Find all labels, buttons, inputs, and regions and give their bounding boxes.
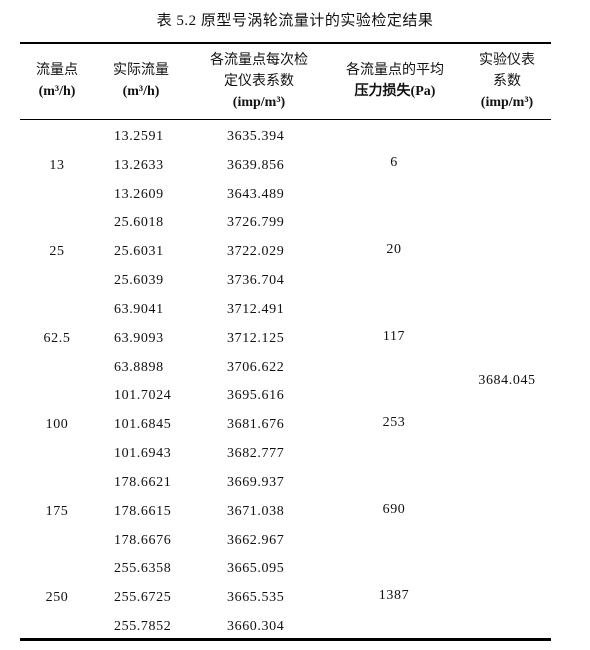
actual-flow-cell: 25.6039: [114, 273, 164, 288]
header-flow-point-unit: (m³/h): [38, 84, 76, 99]
actual-flow-cell: 255.7852: [114, 619, 172, 634]
header-actual-flow-label: 实际流量: [113, 63, 169, 78]
actual-flow-cell: 13.2633: [114, 158, 164, 173]
flow-point-cell: 175: [45, 504, 69, 519]
header-flow-point-label: 流量点: [36, 63, 78, 78]
actual-flow-cell: 101.7024: [114, 388, 172, 403]
actual-flow-cell: 25.6031: [114, 244, 164, 259]
meter-coefficient-cell: 3682.777: [227, 446, 285, 461]
experiment-coefficient-cell: 3684.045: [478, 373, 536, 388]
flow-point-cell: 62.5: [43, 331, 71, 346]
header-experiment-coefficient-line2: 系数: [493, 74, 521, 89]
meter-coefficient-cell: 3722.029: [227, 244, 285, 259]
meter-coefficient-cell: 3639.856: [227, 158, 285, 173]
table-top-rule: [20, 42, 551, 44]
pressure-loss-cell: 690: [382, 502, 406, 517]
actual-flow-cell: 25.6018: [114, 215, 164, 230]
header-experiment-coefficient-unit: (imp/m³): [480, 95, 534, 110]
header-pressure-loss-line1: 各流量点的平均: [346, 63, 444, 78]
meter-coefficient-cell: 3643.489: [227, 187, 285, 202]
flow-point-cell: 25: [49, 244, 65, 259]
actual-flow-cell: 63.9093: [114, 331, 164, 346]
meter-coefficient-cell: 3712.491: [227, 302, 285, 317]
header-flow-point: 流量点 (m³/h): [17, 60, 97, 102]
actual-flow-cell: 178.6676: [114, 533, 172, 548]
meter-coefficient-cell: 3665.535: [227, 590, 285, 605]
pressure-loss-cell: 1387: [378, 588, 410, 603]
actual-flow-cell: 255.6725: [114, 590, 172, 605]
flow-point-cell: 13: [49, 158, 65, 173]
meter-coefficient-cell: 3712.125: [227, 331, 285, 346]
header-actual-flow: 实际流量 (m³/h): [100, 60, 182, 102]
actual-flow-cell: 178.6621: [114, 475, 172, 490]
pressure-loss-cell: 117: [382, 329, 406, 344]
meter-coefficient-cell: 3662.967: [227, 533, 285, 548]
table-bottom-rule: [20, 638, 551, 641]
meter-coefficient-cell: 3736.704: [227, 273, 285, 288]
table-header-rule: [20, 119, 551, 120]
header-pressure-loss-line2: 压力损失(Pa): [354, 84, 436, 99]
meter-coefficient-cell: 3681.676: [227, 417, 285, 432]
header-experiment-coefficient-line1: 实验仪表: [479, 53, 535, 68]
actual-flow-cell: 13.2609: [114, 187, 164, 202]
actual-flow-cell: 101.6943: [114, 446, 172, 461]
header-actual-flow-unit: (m³/h): [122, 84, 160, 99]
meter-coefficient-cell: 3669.937: [227, 475, 285, 490]
meter-coefficient-cell: 3671.038: [227, 504, 285, 519]
pressure-loss-cell: 6: [390, 155, 398, 170]
pressure-loss-cell: 20: [386, 242, 402, 257]
flow-point-cell: 100: [45, 417, 69, 432]
header-meter-coefficient-unit: (imp/m³): [232, 95, 286, 110]
meter-coefficient-cell: 3660.304: [227, 619, 285, 634]
meter-coefficient-cell: 3665.095: [227, 561, 285, 576]
meter-coefficient-cell: 3695.616: [227, 388, 285, 403]
meter-coefficient-cell: 3706.622: [227, 360, 285, 375]
pressure-loss-cell: 253: [382, 415, 406, 430]
meter-coefficient-cell: 3635.394: [227, 129, 285, 144]
header-experiment-coefficient: 实验仪表 系数 (imp/m³): [462, 50, 552, 113]
table-caption: 表 5.2 原型号涡轮流量计的实验检定结果: [156, 13, 434, 29]
header-meter-coefficient-line2: 定仪表系数: [224, 74, 294, 89]
header-meter-coefficient-line1: 各流量点每次检: [210, 53, 308, 68]
header-pressure-loss: 各流量点的平均 压力损失(Pa): [330, 60, 460, 102]
actual-flow-cell: 63.8898: [114, 360, 164, 375]
actual-flow-cell: 63.9041: [114, 302, 164, 317]
actual-flow-cell: 255.6358: [114, 561, 172, 576]
actual-flow-cell: 178.6615: [114, 504, 172, 519]
header-meter-coefficient: 各流量点每次检 定仪表系数 (imp/m³): [194, 50, 324, 113]
actual-flow-cell: 13.2591: [114, 129, 164, 144]
actual-flow-cell: 101.6845: [114, 417, 172, 432]
flow-point-cell: 250: [45, 590, 69, 605]
meter-coefficient-cell: 3726.799: [227, 215, 285, 230]
